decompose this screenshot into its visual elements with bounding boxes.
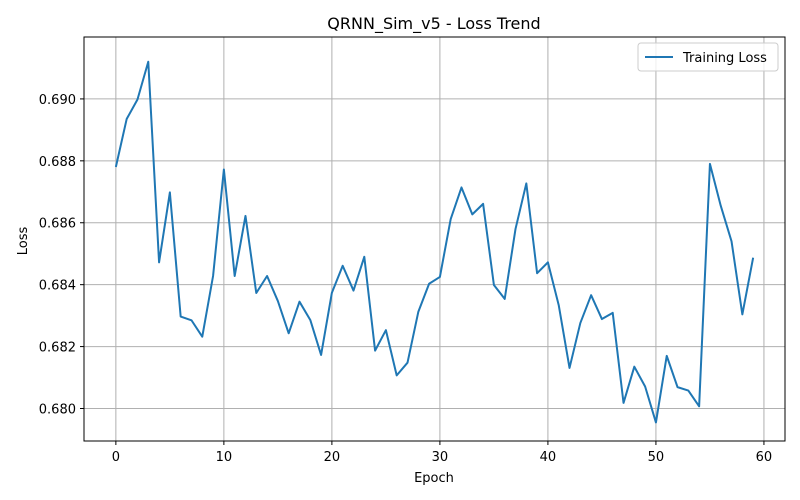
x-tick-label: 60 bbox=[756, 450, 773, 465]
y-tick-label: 0.682 bbox=[39, 341, 76, 356]
grid bbox=[84, 37, 785, 441]
x-tick-label: 40 bbox=[540, 450, 557, 465]
axes-frame bbox=[83, 36, 786, 442]
x-tick-label: 10 bbox=[216, 450, 233, 465]
chart-title: QRNN_Sim_v5 - Loss Trend bbox=[327, 14, 540, 34]
x-axis-label: Epoch bbox=[414, 471, 454, 486]
x-tick-label: 50 bbox=[648, 450, 665, 465]
y-axis: 0.680 0.682 0.684 0.686 0.688 0.690 bbox=[39, 93, 84, 417]
x-tick-label: 20 bbox=[324, 450, 341, 465]
legend-box bbox=[637, 42, 779, 72]
y-tick-label: 0.684 bbox=[39, 279, 76, 294]
x-tick-label: 30 bbox=[432, 450, 449, 465]
x-axis: 0 10 20 30 40 50 60 bbox=[112, 441, 772, 465]
x-tick-label: 0 bbox=[112, 450, 120, 465]
series-line-training-loss bbox=[114, 60, 755, 424]
y-axis-label: Loss bbox=[16, 227, 31, 256]
plot-area bbox=[83, 36, 786, 442]
legend: Training Loss bbox=[637, 42, 779, 72]
y-tick-label: 0.680 bbox=[39, 402, 76, 417]
y-tick-label: 0.688 bbox=[39, 155, 76, 170]
legend-label-training-loss: Training Loss bbox=[682, 51, 767, 66]
y-tick-label: 0.690 bbox=[39, 93, 76, 108]
y-tick-label: 0.686 bbox=[39, 217, 76, 232]
